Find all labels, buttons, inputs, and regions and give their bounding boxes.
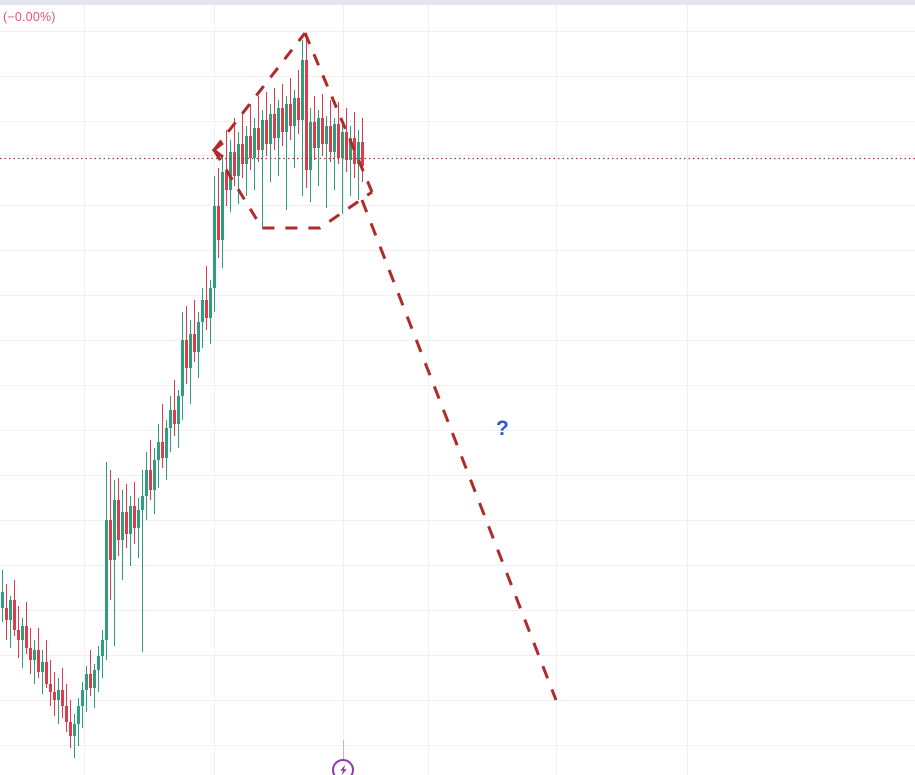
percent-change-label: (−0.00%) bbox=[3, 10, 56, 24]
bolt-marker-icon[interactable] bbox=[332, 759, 354, 775]
bolt-icon bbox=[339, 764, 347, 775]
top-bar bbox=[0, 0, 915, 5]
question-mark-annotation[interactable]: ? bbox=[496, 417, 509, 440]
pattern-trendlines bbox=[211, 32, 558, 701]
candlestick-series bbox=[1, 33, 364, 758]
gridlines bbox=[0, 5, 915, 775]
